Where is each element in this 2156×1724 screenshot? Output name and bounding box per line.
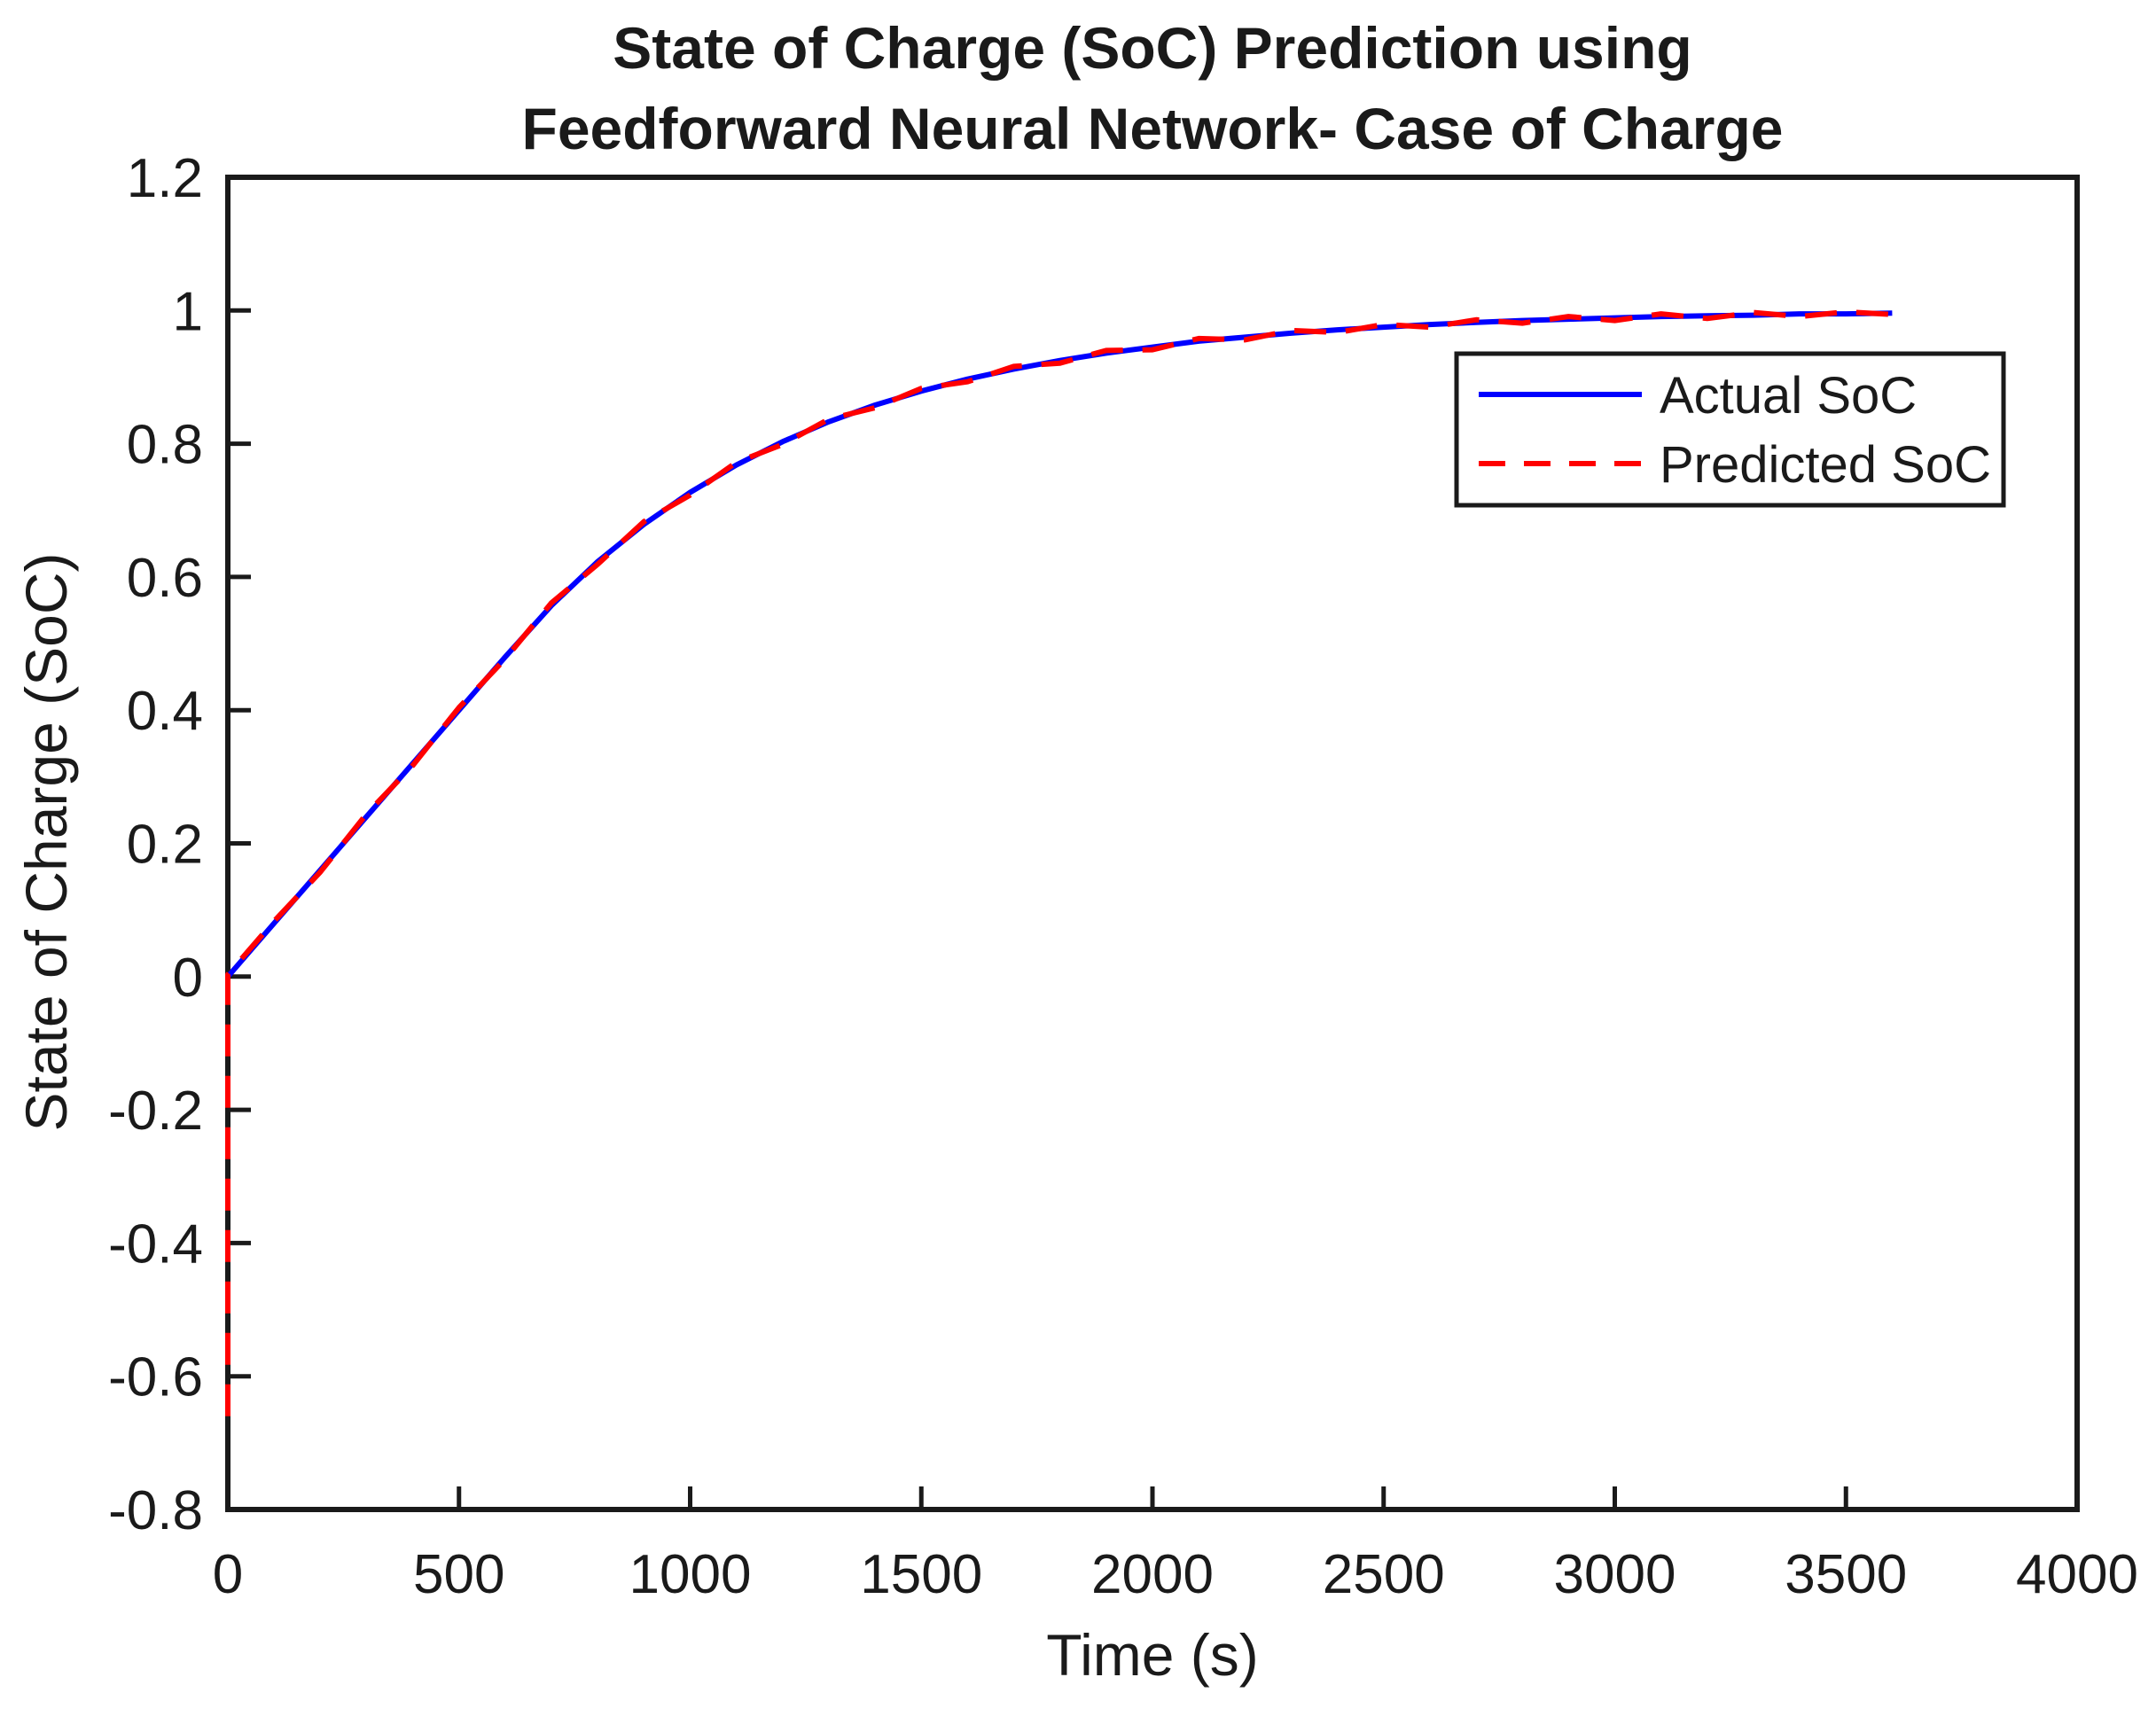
chart-title-line1: State of Charge (SoC) Prediction using bbox=[613, 15, 1691, 81]
x-axis-label: Time (s) bbox=[1046, 1622, 1259, 1688]
legend-border bbox=[1454, 351, 2006, 508]
y-tick-label: 0 bbox=[173, 948, 203, 1009]
y-tick-label: 0.8 bbox=[127, 415, 203, 476]
legend-actual-label: Actual SoC bbox=[1660, 367, 1917, 425]
y-axis-tick-labels: -0.8 -0.6 -0.4 -0.2 0 0.2 0.4 0.6 0.8 1 1.2 bbox=[108, 148, 203, 1541]
y-tick-label: 0.6 bbox=[127, 548, 203, 609]
y-tick-label: 1.2 bbox=[127, 148, 203, 209]
y-tick-label: 0.4 bbox=[127, 681, 203, 742]
x-tick-label: 500 bbox=[413, 1544, 504, 1605]
x-tick-label: 1500 bbox=[860, 1544, 982, 1605]
legend-predicted-label: Predicted SoC bbox=[1660, 436, 1991, 494]
legend-box: Actual SoC Predicted SoC bbox=[1454, 351, 2006, 508]
x-tick-label: 0 bbox=[213, 1544, 243, 1605]
data-series bbox=[225, 308, 1893, 1416]
x-tick-label: 4000 bbox=[2016, 1544, 2138, 1605]
y-tick-label: 1 bbox=[173, 281, 203, 342]
x-axis-tick-labels: 0 500 1000 1500 2000 2500 3000 3500 4000 bbox=[213, 1544, 2138, 1605]
x-tick-label: 1000 bbox=[629, 1544, 752, 1605]
x-axis-ticks bbox=[225, 1486, 2080, 1509]
x-tick-label: 2000 bbox=[1091, 1544, 1214, 1605]
y-tick-label: -0.2 bbox=[108, 1080, 203, 1142]
y-tick-label: -0.8 bbox=[108, 1480, 203, 1541]
y-axis-label: State of Charge (SoC) bbox=[13, 553, 79, 1132]
x-tick-label: 2500 bbox=[1323, 1544, 1445, 1605]
y-tick-label: -0.6 bbox=[108, 1347, 203, 1408]
y-tick-label: 0.2 bbox=[127, 815, 203, 876]
y-axis-ticks bbox=[228, 175, 251, 1512]
x-tick-label: 3500 bbox=[1785, 1544, 1907, 1605]
x-tick-label: 3000 bbox=[1554, 1544, 1676, 1605]
chart-title-line2: Feedforward Neural Network- Case of Char… bbox=[522, 96, 1784, 161]
y-tick-label: -0.4 bbox=[108, 1213, 203, 1275]
series-line-dashed bbox=[225, 308, 1893, 1416]
